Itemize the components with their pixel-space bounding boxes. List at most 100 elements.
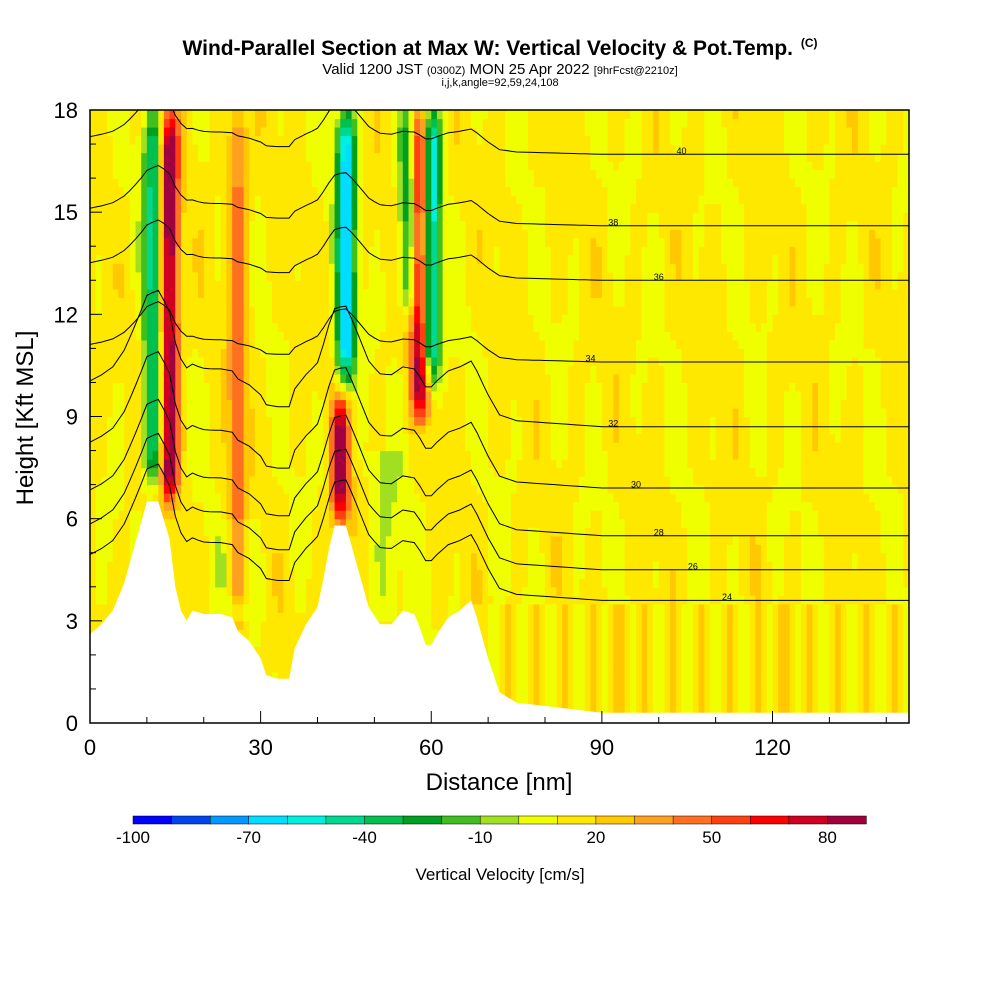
velocity-cell <box>374 322 381 332</box>
velocity-cell <box>425 467 432 477</box>
velocity-cell <box>459 450 466 460</box>
velocity-cell <box>198 365 205 375</box>
velocity-cell <box>431 399 438 409</box>
velocity-cell <box>175 135 182 145</box>
velocity-cell <box>192 305 199 315</box>
velocity-cell <box>368 212 375 222</box>
velocity-cell <box>198 212 205 222</box>
velocity-cell <box>232 484 239 494</box>
velocity-cell <box>152 433 159 443</box>
velocity-cell <box>385 501 393 511</box>
velocity-cell <box>203 186 211 196</box>
velocity-cell <box>368 586 375 596</box>
velocity-cell <box>311 271 319 281</box>
velocity-cell <box>448 493 455 503</box>
velocity-cell <box>107 237 114 247</box>
velocity-cell <box>385 186 393 196</box>
velocity-cell <box>306 161 313 171</box>
velocity-cell <box>351 476 358 486</box>
velocity-cell <box>323 416 330 426</box>
velocity-cell <box>260 416 267 426</box>
velocity-cell <box>391 476 398 486</box>
velocity-cell <box>436 586 444 596</box>
velocity-cell <box>471 493 478 503</box>
velocity-cell <box>169 110 176 120</box>
velocity-cell <box>101 373 108 383</box>
velocity-cell <box>425 220 432 230</box>
velocity-cell <box>254 186 262 196</box>
velocity-cell <box>476 399 484 409</box>
velocity-cell <box>436 595 444 605</box>
velocity-cell <box>425 237 432 247</box>
velocity-cell <box>408 271 415 281</box>
velocity-cell <box>471 212 478 222</box>
velocity-cell <box>198 569 205 579</box>
velocity-cell <box>465 195 472 205</box>
velocity-cell <box>351 254 358 264</box>
velocity-cell <box>300 237 307 247</box>
velocity-cell <box>141 331 148 341</box>
velocity-cell <box>408 510 415 520</box>
velocity-cell <box>465 501 472 511</box>
velocity-cell <box>249 586 256 596</box>
velocity-cell <box>385 118 393 128</box>
velocity-cell <box>209 399 216 409</box>
velocity-cell <box>277 322 284 332</box>
velocity-cell <box>414 518 421 528</box>
velocity-cell <box>283 118 290 128</box>
velocity-cell <box>323 229 330 239</box>
velocity-cell <box>476 535 484 545</box>
velocity-cell <box>118 220 125 230</box>
velocity-cell <box>294 178 302 188</box>
velocity-cell <box>351 493 358 503</box>
velocity-cell <box>90 399 97 409</box>
velocity-cell <box>306 518 313 528</box>
velocity-cell <box>323 118 330 128</box>
velocity-cell <box>425 442 432 452</box>
velocity-cell <box>220 331 228 341</box>
velocity-cell <box>129 484 137 494</box>
velocity-cell <box>237 527 245 537</box>
velocity-cell <box>419 603 427 613</box>
velocity-cell <box>129 408 137 418</box>
velocity-cell <box>283 391 290 401</box>
velocity-cell <box>448 229 455 239</box>
velocity-cell <box>368 348 375 358</box>
velocity-cell <box>118 501 125 511</box>
velocity-cell <box>243 118 250 128</box>
velocity-cell <box>220 382 228 392</box>
velocity-cell <box>101 433 108 443</box>
velocity-cell <box>198 169 205 179</box>
velocity-cell <box>118 399 125 409</box>
velocity-cell <box>107 535 114 545</box>
velocity-cell <box>226 518 233 528</box>
velocity-cell <box>198 459 205 469</box>
velocity-cell <box>294 578 302 588</box>
velocity-cell <box>374 356 381 366</box>
velocity-cell <box>118 178 125 188</box>
velocity-cell <box>454 408 461 418</box>
velocity-cell <box>192 425 199 435</box>
velocity-cell <box>135 425 142 435</box>
velocity-cell <box>203 263 211 273</box>
velocity-cell <box>397 544 404 554</box>
velocity-cell <box>283 365 290 375</box>
velocity-cell <box>283 476 290 486</box>
velocity-cell <box>323 271 330 281</box>
velocity-cell <box>107 467 114 477</box>
velocity-cell <box>368 365 375 375</box>
velocity-cell <box>192 510 199 520</box>
velocity-cell <box>266 578 273 588</box>
velocity-cell <box>448 169 455 179</box>
velocity-cell <box>220 110 228 120</box>
velocity-cell <box>374 595 381 605</box>
velocity-cell <box>306 569 313 579</box>
velocity-cell <box>192 118 199 128</box>
velocity-cell <box>101 280 108 290</box>
velocity-cell <box>397 135 404 145</box>
velocity-cell <box>334 493 341 503</box>
velocity-cell <box>107 476 114 486</box>
velocity-cell <box>203 476 211 486</box>
velocity-cell <box>209 169 216 179</box>
velocity-cell <box>334 229 341 239</box>
